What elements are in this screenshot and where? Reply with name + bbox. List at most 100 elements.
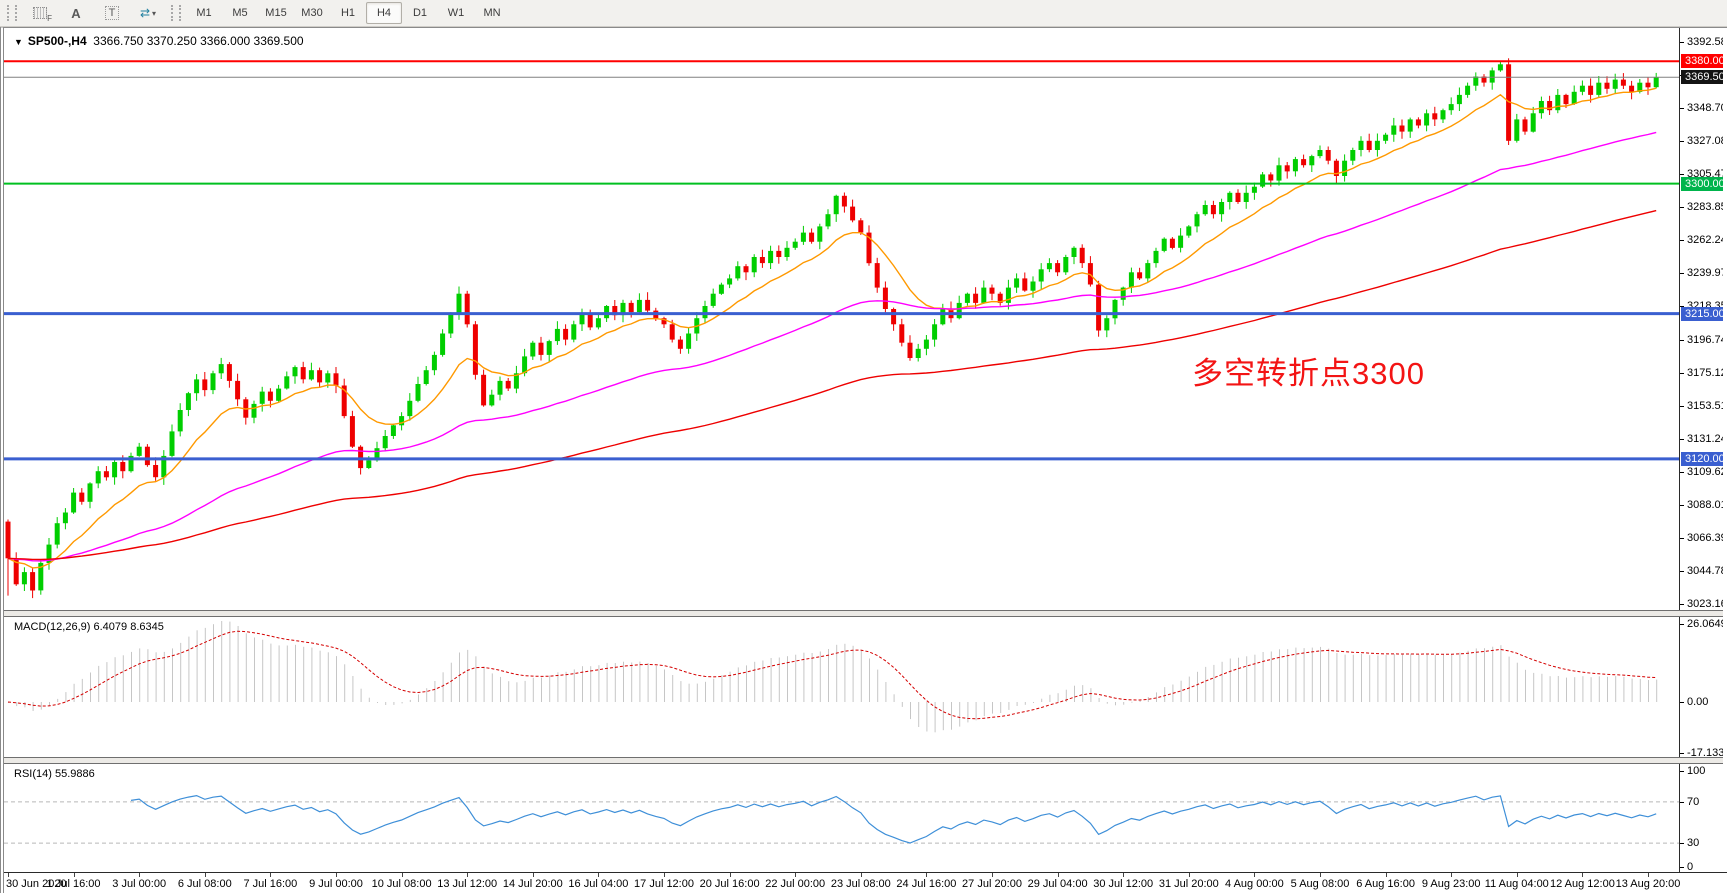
panel-divider[interactable] [4, 757, 1723, 764]
macd-histogram-bar [524, 680, 526, 702]
candle-body [1506, 64, 1512, 141]
candle-body [595, 318, 601, 328]
time-label: 17 Jul 12:00 [634, 878, 694, 890]
rsi-chart-canvas[interactable] [4, 764, 1680, 872]
macd-histogram-bar [1443, 654, 1444, 702]
macd-histogram-bar [24, 702, 26, 708]
price-chart-canvas[interactable] [4, 28, 1680, 610]
panel-divider[interactable] [4, 610, 1723, 617]
time-axis-tick [467, 873, 469, 877]
chart-annotation-text[interactable]: 多空转折点3300 [1192, 356, 1425, 391]
macd-histogram-bar [532, 677, 534, 702]
open-value: 3366.750 [93, 34, 144, 48]
time-axis-tick [532, 873, 534, 877]
macd-histogram-bar [1385, 655, 1387, 702]
time-label: 4 Aug 00:00 [1225, 878, 1284, 890]
macd-histogram-bar [409, 699, 411, 702]
macd-histogram-bar [1270, 651, 1272, 702]
axis-tick [1680, 273, 1684, 275]
macd-histogram-bar [1098, 698, 1100, 702]
candle-body [727, 278, 733, 285]
candle-body [284, 376, 290, 389]
rsi-axis-label: 100 [1680, 764, 1705, 778]
candle-body [374, 448, 380, 461]
macd-histogram-bar [98, 665, 100, 702]
macd-histogram-bar [475, 656, 477, 702]
macd-histogram-bar [623, 661, 624, 702]
candle-body [95, 471, 101, 484]
candle-body [1169, 238, 1175, 248]
candle-body [817, 226, 823, 242]
price-panel: ▼ SP500-,H4 3366.750 3370.250 3366.000 33… [4, 28, 1723, 610]
macd-histogram-bar [721, 675, 723, 702]
time-axis[interactable]: 30 Jun 2020 1 Jul 16:00 3 Jul 00:00 6 Jul 0… [4, 872, 1727, 893]
macd-histogram-bar [1131, 701, 1133, 703]
macd-histogram-bar [139, 648, 141, 702]
toolbar-drag-handle[interactable] [7, 5, 17, 21]
timeframe-button-m30[interactable]: M30 [301, 7, 323, 19]
candle-body [366, 460, 372, 468]
candle-body [1563, 94, 1569, 105]
candle-body [349, 416, 355, 447]
macd-histogram-bar [737, 667, 739, 702]
timeframe-button-w1[interactable]: W1 [447, 7, 465, 19]
macd-histogram-bar [237, 626, 239, 702]
arrows-button[interactable]: ⇄ ▾ [130, 2, 166, 24]
rsi-axis[interactable]: 100 70 30 0 [1679, 764, 1723, 872]
text-box-button[interactable]: T [94, 2, 130, 24]
timeframe-button-m15[interactable]: M15 [265, 7, 287, 19]
macd-histogram-bar [163, 651, 165, 702]
macd-histogram-bar [713, 678, 715, 702]
time-label: 24 Jul 16:00 [896, 878, 957, 890]
candle-body [472, 324, 478, 375]
dropdown-triangle-icon[interactable]: ▼ [14, 37, 23, 47]
candle-body [1432, 113, 1438, 120]
candle-body [1399, 125, 1405, 132]
candle-body [267, 391, 273, 401]
candle-body [923, 339, 929, 349]
macd-chart-canvas[interactable] [4, 617, 1680, 757]
time-label: 30 Jul 12:00 [1093, 878, 1154, 890]
candle-body [907, 342, 913, 358]
candle-body [776, 250, 782, 257]
candle-body [46, 544, 52, 563]
macd-histogram-bar [565, 671, 567, 702]
macd-histogram-bar [1352, 654, 1354, 702]
macd-axis-label: -17.1334 [1680, 746, 1723, 757]
macd-histogram-bar [852, 645, 854, 702]
candle-body [1284, 165, 1290, 172]
macd-histogram-bar [229, 621, 231, 702]
axis-tick [1680, 174, 1684, 176]
timeframe-button-mn[interactable]: MN [483, 7, 501, 19]
axis-tick [1680, 42, 1684, 43]
time-label: 7 Jul 16:00 [243, 878, 298, 890]
candle-body [850, 206, 856, 221]
candle-body [210, 373, 216, 391]
timeframe-button-h4[interactable]: H4 [366, 2, 402, 24]
macd-histogram-bar [1369, 655, 1371, 702]
axis-tick [1680, 753, 1684, 754]
macd-histogram-bar [869, 658, 870, 702]
price-axis[interactable]: 3392.5853370.9703348.7003327.0853305.470… [1679, 28, 1723, 610]
timeframe-button-m5[interactable]: M5 [232, 7, 248, 19]
candle-body [21, 572, 27, 585]
candle-body [30, 572, 36, 591]
candle-body [891, 309, 897, 325]
text-label-button[interactable]: A [58, 2, 94, 24]
grid-f-button[interactable]: F [22, 2, 58, 24]
macd-histogram-bar [655, 665, 657, 702]
macd-histogram-bar [942, 702, 944, 731]
timeframe-button-d1[interactable]: D1 [412, 7, 428, 19]
macd-axis[interactable]: 26.0649 0.00 -17.1334 [1679, 617, 1723, 757]
macd-histogram-bar [1639, 678, 1641, 702]
candle-body [1342, 160, 1348, 176]
macd-histogram-bar [467, 649, 469, 702]
macd-histogram-bar [1139, 700, 1141, 702]
timeframe-button-m1[interactable]: M1 [196, 7, 212, 19]
timeframe-toolbar-drag-handle[interactable] [171, 5, 181, 21]
macd-histogram-bar [245, 633, 247, 702]
timeframe-button-h1[interactable]: H1 [340, 7, 356, 19]
candle-body [1374, 140, 1380, 150]
candle-body [1071, 247, 1077, 257]
macd-histogram-bar [442, 672, 444, 702]
